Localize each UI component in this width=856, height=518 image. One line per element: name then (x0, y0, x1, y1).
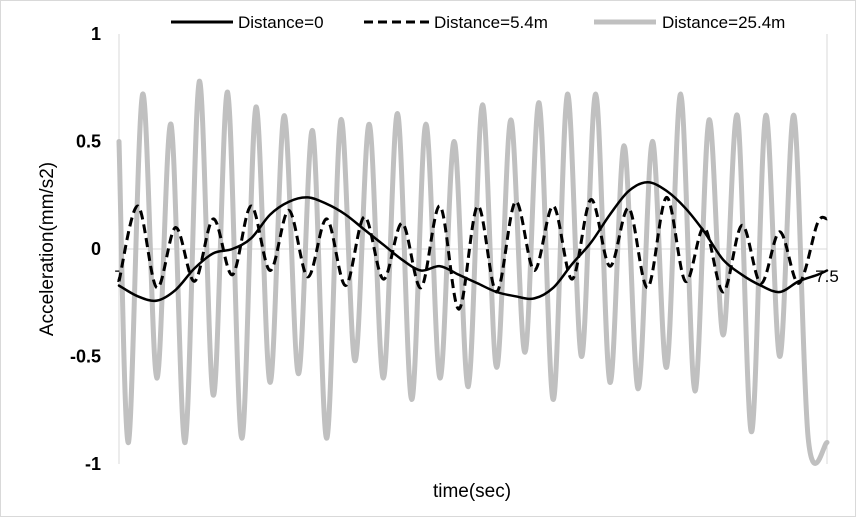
y-tick-labels: 1 0.5 0 -0.5 -1 (70, 24, 101, 474)
y-axis-title: Acceleration(mm/s2) (37, 162, 58, 336)
series-lines (116, 78, 830, 466)
legend: Distance=0 Distance=5.4m Distance=25.4m (171, 13, 785, 32)
y-tick-label: 0.5 (76, 132, 101, 152)
x-axis-title: time(sec) (433, 481, 511, 502)
y-tick-label: -0.5 (70, 347, 101, 367)
y-tick-label: 0 (91, 239, 101, 259)
legend-label-1: Distance=0 (238, 13, 324, 32)
legend-label-2: Distance=5.4m (434, 13, 548, 32)
y-tick-label: 1 (91, 24, 101, 44)
y-tick-label: -1 (85, 454, 101, 474)
series-line-2 (117, 195, 828, 311)
series-line-1 (117, 181, 829, 303)
x-tick-label: 7.5 (815, 267, 839, 286)
legend-label-3: Distance=25.4m (662, 13, 785, 32)
series-line-3 (116, 78, 830, 466)
